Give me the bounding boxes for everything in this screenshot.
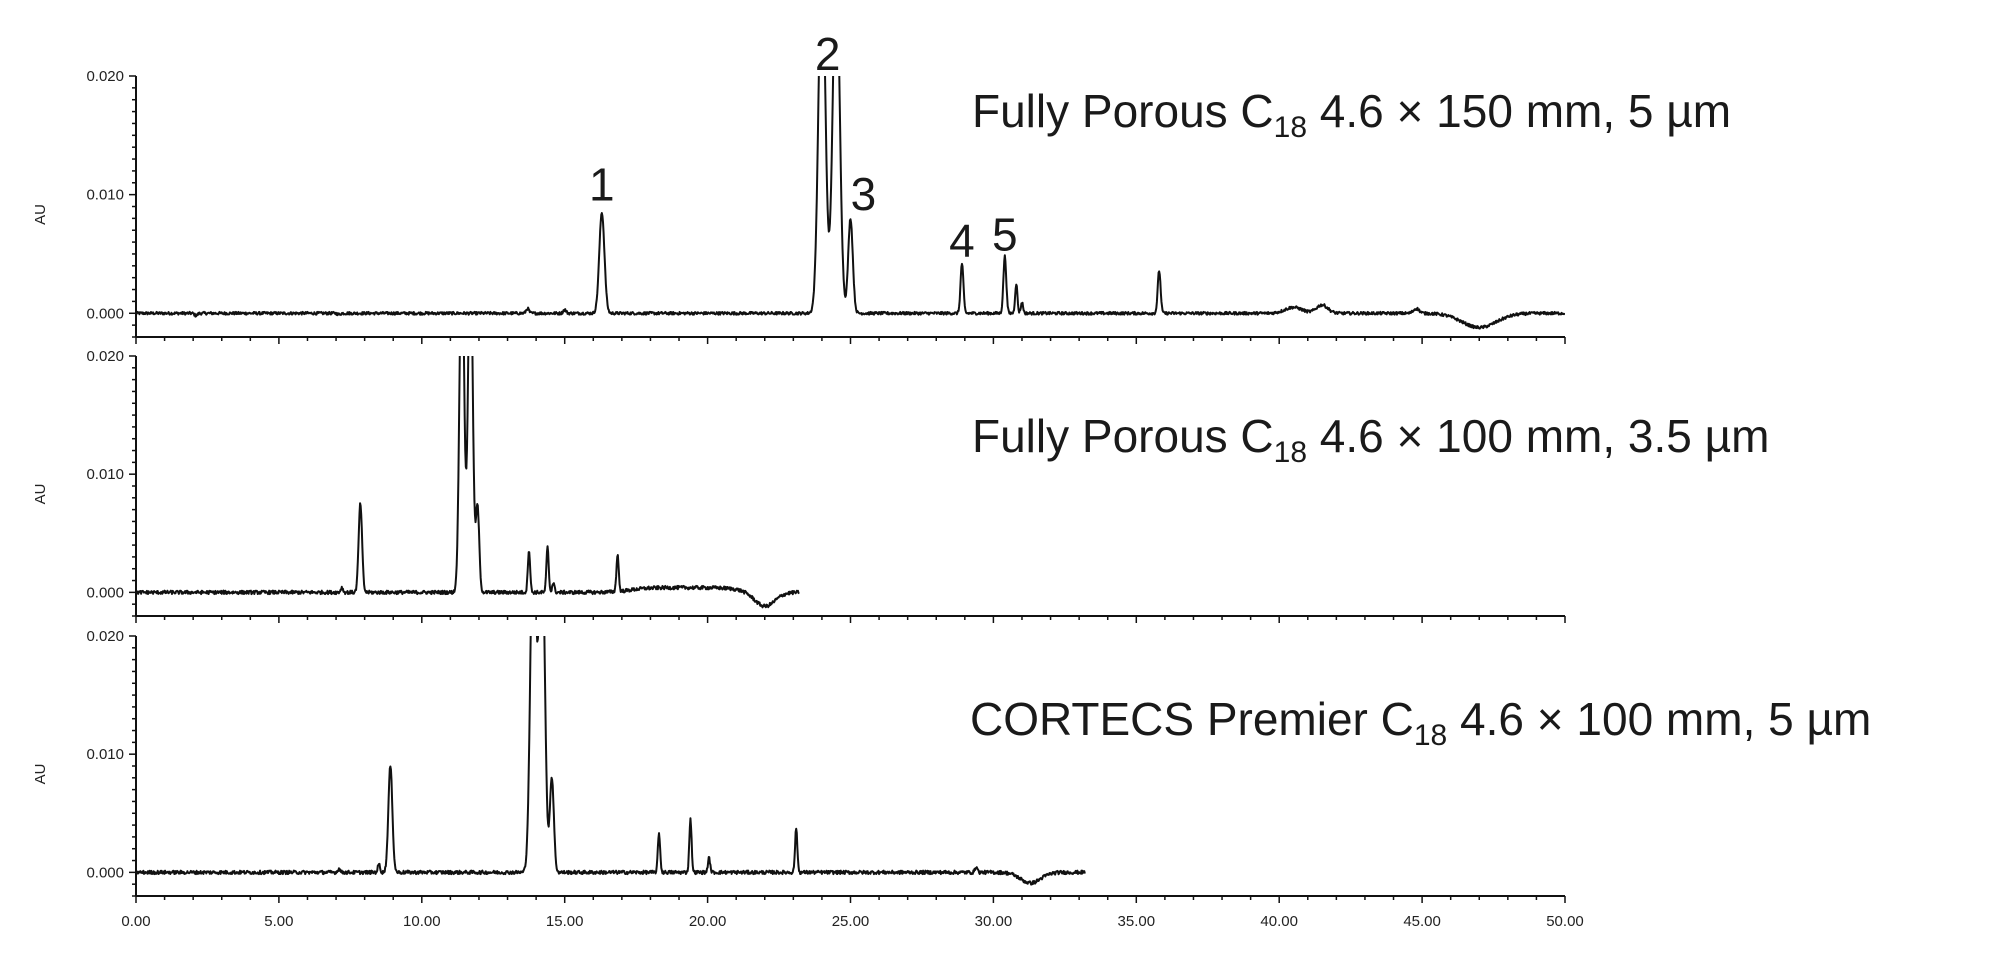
x-tick-label: 5.00 (264, 913, 293, 930)
y-axis-label: AU (32, 204, 49, 225)
panel-title-2: Fully Porous C18 4.6 × 100 mm, 3.5 µm (972, 410, 1769, 469)
y-tick-label: 0.010 (86, 187, 124, 204)
x-tick-label: 10.00 (403, 913, 441, 930)
y-tick-label: 0.000 (86, 864, 124, 881)
panel-title-1: Fully Porous C18 4.6 × 150 mm, 5 µm (972, 85, 1731, 144)
x-tick-label: 40.00 (1260, 913, 1298, 930)
peak-label-4: 4 (949, 214, 975, 266)
panel-title-3: CORTECS Premier C18 4.6 × 100 mm, 5 µm (970, 693, 1871, 752)
y-tick-label: 0.000 (86, 305, 124, 322)
y-tick-label: 0.020 (86, 628, 124, 645)
peak-label-5: 5 (992, 208, 1018, 260)
peak-label-1: 1 (589, 159, 615, 211)
trace-panel-3 (136, 636, 1086, 886)
x-tick-label: 35.00 (1118, 913, 1156, 930)
y-tick-label: 0.010 (86, 466, 124, 483)
x-tick-label: 30.00 (975, 913, 1013, 930)
y-axis-label: AU (32, 764, 49, 785)
x-tick-label: 20.00 (689, 913, 727, 930)
y-tick-label: 0.000 (86, 584, 124, 601)
x-tick-label: 15.00 (546, 913, 584, 930)
peak-label-3: 3 (851, 168, 877, 220)
peak-label-2: 2 (815, 28, 841, 80)
x-tick-label: 0.00 (121, 913, 150, 930)
trace-panel-2 (136, 356, 800, 609)
trace-panel-1 (136, 76, 1565, 330)
x-tick-label: 25.00 (832, 913, 870, 930)
y-tick-label: 0.020 (86, 348, 124, 365)
x-tick-label: 50.00 (1546, 913, 1584, 930)
y-axis-label: AU (32, 484, 49, 505)
y-tick-label: 0.010 (86, 746, 124, 763)
y-tick-label: 0.020 (86, 68, 124, 85)
x-tick-label: 45.00 (1403, 913, 1441, 930)
